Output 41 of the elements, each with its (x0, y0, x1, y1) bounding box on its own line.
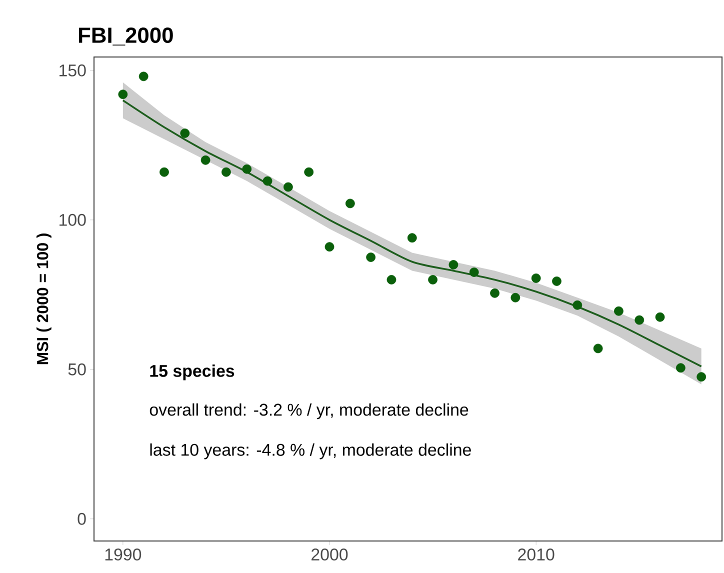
point (655, 312, 665, 322)
x-tick-label: 1990 (105, 548, 142, 560)
point (180, 128, 190, 138)
point (572, 300, 582, 310)
point (160, 167, 169, 177)
point (634, 315, 644, 325)
point (118, 90, 128, 100)
y-tick-label: 0 (78, 512, 86, 525)
point (345, 198, 355, 208)
y-axis-title: MSI ( 2000 = 100 ) (36, 234, 52, 364)
annotation: overall trend: -3.2 % / yr, moderate decline (150, 403, 468, 420)
point (283, 182, 293, 192)
point (428, 275, 438, 284)
point (366, 252, 376, 262)
y-tick-label: 150 (60, 64, 86, 76)
point (242, 164, 252, 174)
point (262, 176, 272, 186)
y-tick-label: 100 (60, 214, 86, 226)
point (324, 242, 334, 252)
point (469, 268, 479, 277)
point (593, 344, 603, 354)
x-tick-label: 2010 (518, 548, 554, 560)
point (407, 233, 417, 243)
point (386, 275, 396, 284)
point (138, 72, 148, 82)
chart-title: FBI_2000 (79, 27, 173, 46)
x-tick-label: 2000 (312, 548, 348, 560)
point (448, 260, 458, 270)
point (304, 167, 314, 177)
point (222, 167, 231, 177)
point (490, 288, 500, 298)
point (552, 276, 562, 286)
point (614, 306, 624, 316)
point (676, 363, 686, 373)
annotation: 15 species (150, 364, 234, 380)
point (200, 155, 210, 165)
annotation: last 10 years: -4.8 % / yr, moderate decline (150, 443, 471, 460)
point (531, 274, 541, 283)
point (696, 372, 706, 382)
point (510, 292, 520, 302)
y-tick-label: 50 (68, 363, 86, 376)
